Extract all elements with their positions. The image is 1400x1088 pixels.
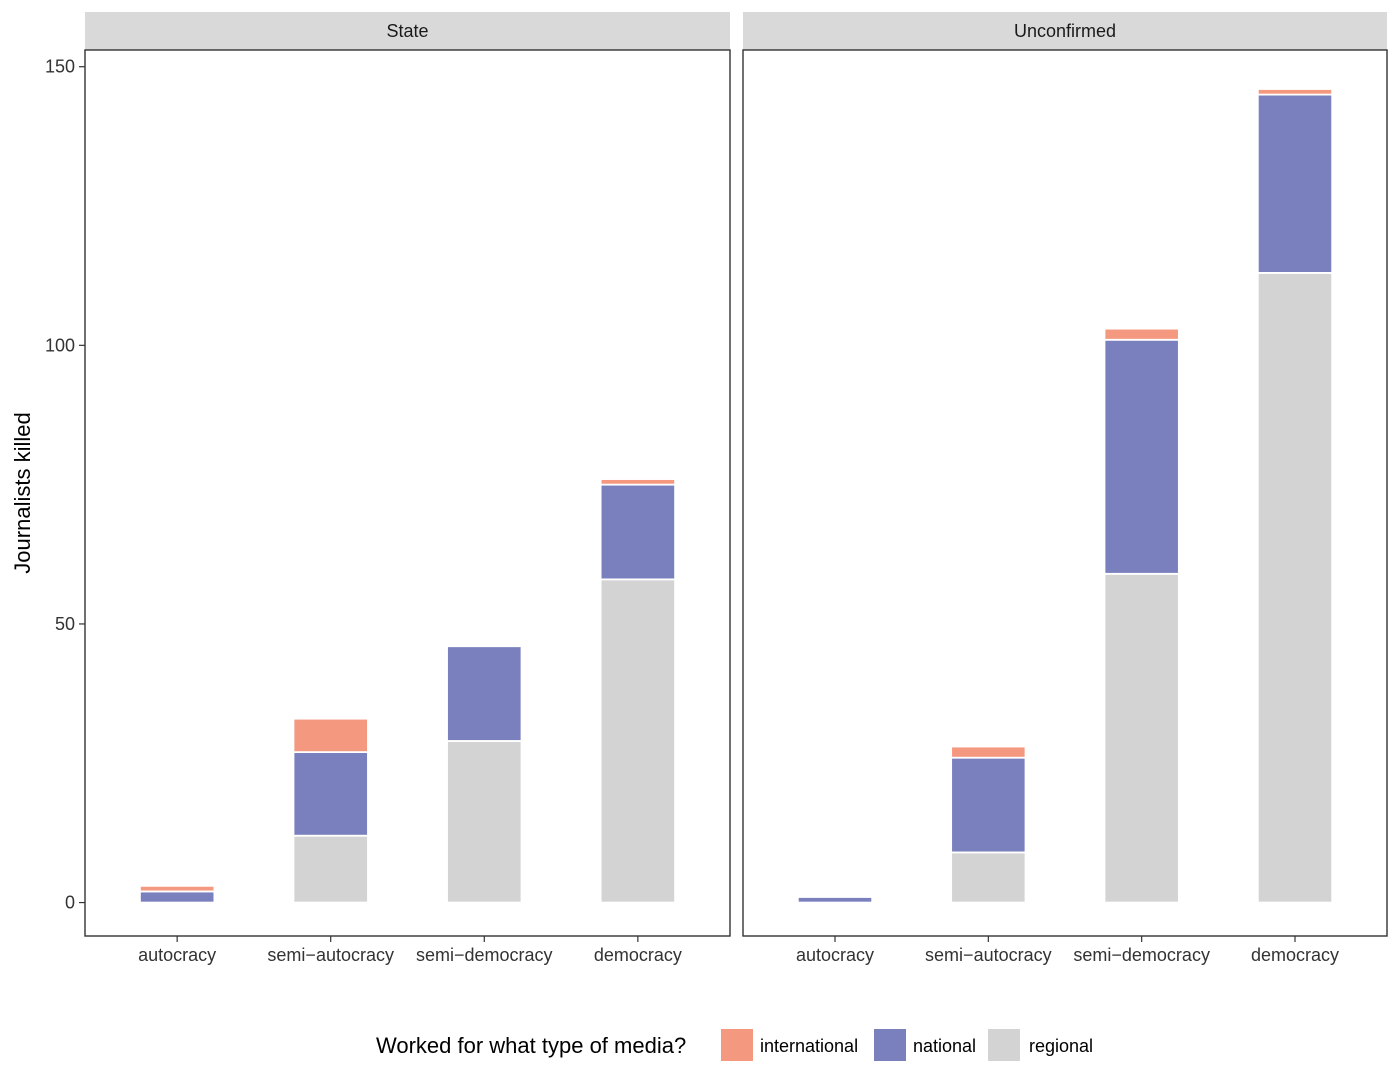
bar-segment-national-democracy [1256, 93, 1334, 274]
legend-title: Worked for what type of media? [376, 1033, 686, 1058]
bar-segment-national-semi-autocracy [950, 756, 1027, 854]
bar-segment-regional-democracy [599, 578, 676, 904]
facet-strip-label: Unconfirmed [1014, 21, 1116, 41]
y-tick-label: 100 [45, 335, 75, 355]
bar-segment-regional-democracy [1256, 271, 1334, 904]
bar-segment-international-semi-autocracy [292, 717, 369, 754]
panel-state: State autocracy semi−autocracy semi−democra… [84, 12, 731, 965]
y-axis-title: Journalists killed [10, 412, 35, 573]
legend-key-regional [988, 1029, 1020, 1061]
bar-segment-national-semi-democracy [1103, 338, 1180, 575]
y-tick-label: 50 [55, 614, 75, 634]
bar-segment-regional-semi-democracy [446, 740, 523, 904]
x-tick-label: democracy [594, 945, 682, 965]
facet-strip [85, 12, 730, 50]
x-tick-label: autocracy [138, 945, 216, 965]
y-tick-label: 0 [65, 893, 75, 913]
facet-strip-label: State [386, 21, 428, 41]
x-tick-label: democracy [1251, 945, 1339, 965]
bar-segment-regional-semi-autocracy [950, 851, 1027, 904]
bar-segment-international-democracy [599, 478, 676, 486]
x-tick-label: semi−autocracy [925, 945, 1052, 965]
facet-strip [743, 12, 1387, 50]
x-tick-label: autocracy [796, 945, 874, 965]
x-tick-label: semi−democracy [416, 945, 553, 965]
panels: State autocracy semi−autocracy semi−democra… [84, 12, 1388, 965]
y-tick-label: 150 [45, 57, 75, 77]
legend-label-national: national [913, 1036, 976, 1056]
bar-segment-international-autocracy [139, 884, 216, 893]
bar-segment-national-autocracy [139, 890, 216, 904]
legend-key-international [721, 1029, 753, 1061]
bar-segment-national-semi-democracy [446, 645, 523, 742]
bar-segment-international-semi-autocracy [950, 745, 1027, 759]
bar-segment-international-semi-democracy [1103, 327, 1180, 341]
legend-label-regional: regional [1029, 1036, 1093, 1056]
bar-segment-international-democracy [1256, 88, 1334, 96]
x-tick-label: semi−democracy [1073, 945, 1210, 965]
bar-segment-national-democracy [599, 483, 676, 581]
legend: Worked for what type of media? internati… [376, 1029, 1093, 1061]
y-axis: 0 50 100 150 [45, 57, 85, 913]
legend-label-international: international [760, 1036, 858, 1056]
panel-unconfirmed: Unconfirmed autocracy semi−autocracy semi−d… [742, 12, 1388, 965]
bar-segment-national-autocracy [796, 896, 874, 904]
panel-border [84, 49, 731, 937]
legend-key-national [874, 1029, 906, 1061]
bar-segment-regional-semi-autocracy [292, 834, 369, 904]
bar-segment-national-semi-autocracy [292, 751, 369, 837]
panel-border [742, 49, 1388, 937]
bar-segment-regional-semi-democracy [1103, 572, 1180, 904]
x-tick-label: semi−autocracy [267, 945, 394, 965]
